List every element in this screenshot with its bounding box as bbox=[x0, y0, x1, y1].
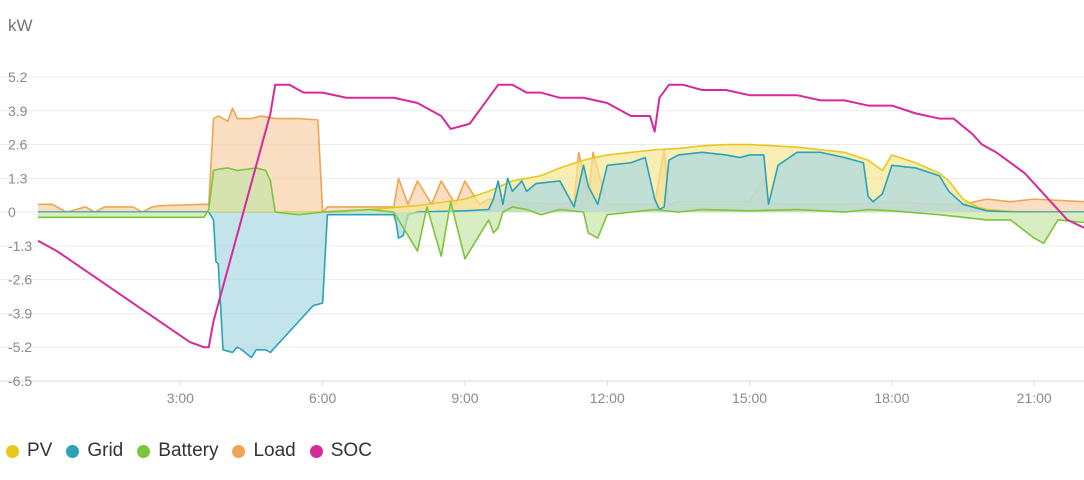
grid-layer bbox=[0, 76, 1084, 382]
legend-dot-icon bbox=[137, 444, 151, 458]
series-line-grid bbox=[38, 151, 1084, 359]
y-axis-unit-label: kW bbox=[8, 16, 33, 35]
y-tick-label: 0 bbox=[8, 204, 16, 220]
legend-dot-icon bbox=[66, 444, 80, 458]
x-tick-label: 6:00 bbox=[309, 390, 336, 406]
x-tick-label: 9:00 bbox=[451, 390, 478, 406]
legend-item-soc[interactable]: SOC bbox=[309, 440, 372, 462]
series-line-soc bbox=[37, 83, 1084, 349]
y-tick-label: 1.3 bbox=[8, 170, 28, 186]
y-tick-label: 5.2 bbox=[8, 69, 28, 85]
series-layer bbox=[37, 83, 1084, 359]
series-line-battery bbox=[38, 167, 1084, 260]
x-tick-label: 15:00 bbox=[732, 390, 767, 406]
legend-label: Grid bbox=[87, 440, 124, 461]
legend-item-load[interactable]: Load bbox=[232, 440, 296, 462]
legend-label: SOC bbox=[330, 440, 372, 461]
x-tick-label: 18:00 bbox=[874, 390, 909, 406]
y-tick-label: -2.6 bbox=[8, 272, 32, 288]
series-line-pv bbox=[38, 143, 1084, 213]
energy-chart: 5.2 3.9 2.6 1.3 0 -1.3 -2.6 -3.9 -5.2 -6.5 3:00 6:… bbox=[0, 69, 1084, 406]
x-tick-label: 12:00 bbox=[590, 390, 625, 406]
x-tick-label: 21:00 bbox=[1017, 390, 1052, 406]
legend-dot-icon bbox=[232, 444, 246, 458]
y-tick-labels: 5.2 3.9 2.6 1.3 0 -1.3 -2.6 -3.9 -5.2 -6.5 bbox=[8, 69, 32, 389]
y-tick-label: -5.2 bbox=[8, 339, 32, 355]
legend-dot-icon bbox=[309, 444, 323, 458]
legend-item-grid[interactable]: Grid bbox=[66, 440, 123, 462]
y-tick-label: -3.9 bbox=[8, 305, 32, 321]
y-tick-label: 3.9 bbox=[8, 103, 28, 119]
legend-dot-icon bbox=[6, 444, 19, 458]
y-tick-label: -6.5 bbox=[8, 373, 32, 389]
legend-item-battery[interactable]: Battery bbox=[137, 440, 218, 462]
legend-label: Battery bbox=[158, 440, 219, 461]
series-area-load bbox=[38, 108, 1084, 213]
x-tick-labels: 3:00 6:00 9:00 12:00 15:00 18:00 21:00 bbox=[167, 381, 1052, 406]
series-area-grid bbox=[38, 152, 1084, 358]
legend-label: Load bbox=[253, 440, 296, 461]
legend-item-pv[interactable]: PV bbox=[6, 440, 52, 462]
x-tick-label: 3:00 bbox=[167, 390, 194, 406]
legend-label: PV bbox=[27, 440, 53, 461]
chart-legend: PV Grid Battery Load SOC bbox=[6, 440, 386, 462]
y-tick-label: 2.6 bbox=[8, 137, 28, 153]
y-tick-label: -1.3 bbox=[8, 238, 32, 254]
